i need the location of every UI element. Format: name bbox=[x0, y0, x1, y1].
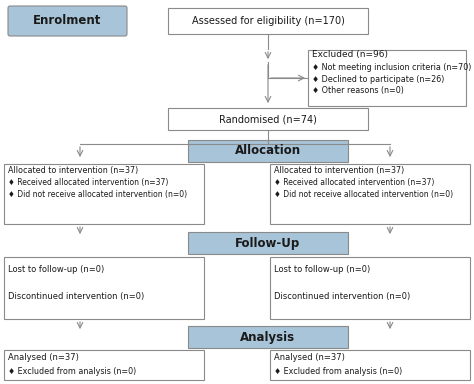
Text: Analysed (n=37): Analysed (n=37) bbox=[8, 354, 79, 362]
Text: ♦ Did not receive allocated intervention (n=0): ♦ Did not receive allocated intervention… bbox=[8, 190, 187, 200]
FancyBboxPatch shape bbox=[168, 8, 368, 34]
Text: ♦ Not meeting inclusion criteria (n=70): ♦ Not meeting inclusion criteria (n=70) bbox=[312, 63, 471, 73]
Text: ♦ Received allocated intervention (n=37): ♦ Received allocated intervention (n=37) bbox=[8, 179, 168, 187]
Text: ♦ Declined to participate (n=26): ♦ Declined to participate (n=26) bbox=[312, 74, 444, 83]
FancyBboxPatch shape bbox=[308, 50, 466, 106]
Text: Randomised (n=74): Randomised (n=74) bbox=[219, 114, 317, 124]
Text: Allocated to intervention (n=37): Allocated to intervention (n=37) bbox=[274, 167, 404, 175]
FancyBboxPatch shape bbox=[4, 257, 204, 319]
FancyBboxPatch shape bbox=[188, 140, 348, 162]
Text: Enrolment: Enrolment bbox=[33, 15, 101, 28]
Text: Assessed for eligibility (n=170): Assessed for eligibility (n=170) bbox=[191, 16, 345, 26]
FancyBboxPatch shape bbox=[188, 326, 348, 348]
Text: Allocated to intervention (n=37): Allocated to intervention (n=37) bbox=[8, 167, 138, 175]
Text: Excluded (n=96): Excluded (n=96) bbox=[312, 51, 388, 60]
Text: Follow-Up: Follow-Up bbox=[236, 237, 301, 250]
Text: Lost to follow-up (n=0): Lost to follow-up (n=0) bbox=[8, 265, 104, 275]
Text: Analysis: Analysis bbox=[240, 331, 296, 344]
Text: ♦ Other reasons (n=0): ♦ Other reasons (n=0) bbox=[312, 86, 404, 94]
Text: ♦ Received allocated intervention (n=37): ♦ Received allocated intervention (n=37) bbox=[274, 179, 434, 187]
Text: Analysed (n=37): Analysed (n=37) bbox=[274, 354, 345, 362]
FancyBboxPatch shape bbox=[188, 232, 348, 254]
Text: ♦ Excluded from analysis (n=0): ♦ Excluded from analysis (n=0) bbox=[8, 366, 136, 376]
Text: Discontinued intervention (n=0): Discontinued intervention (n=0) bbox=[274, 291, 410, 301]
FancyBboxPatch shape bbox=[4, 350, 204, 380]
Text: Allocation: Allocation bbox=[235, 144, 301, 157]
Text: Lost to follow-up (n=0): Lost to follow-up (n=0) bbox=[274, 265, 370, 275]
FancyBboxPatch shape bbox=[168, 108, 368, 130]
FancyBboxPatch shape bbox=[8, 6, 127, 36]
FancyBboxPatch shape bbox=[270, 257, 470, 319]
Text: ♦ Did not receive allocated intervention (n=0): ♦ Did not receive allocated intervention… bbox=[274, 190, 453, 200]
Text: Discontinued intervention (n=0): Discontinued intervention (n=0) bbox=[8, 291, 144, 301]
FancyBboxPatch shape bbox=[270, 164, 470, 224]
FancyBboxPatch shape bbox=[270, 350, 470, 380]
Text: ♦ Excluded from analysis (n=0): ♦ Excluded from analysis (n=0) bbox=[274, 366, 402, 376]
FancyBboxPatch shape bbox=[4, 164, 204, 224]
